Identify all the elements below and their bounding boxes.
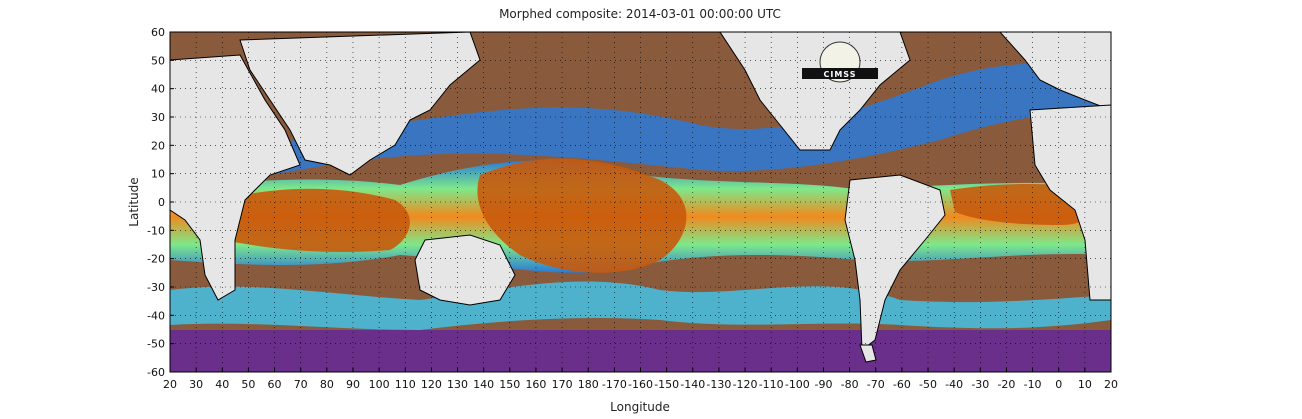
x-tick-label: 90 [346,378,360,391]
x-tick-label: -160 [628,378,653,391]
x-tick-label: 20 [163,378,177,391]
x-tick-label: 160 [525,378,546,391]
north-america-landmass [719,32,911,151]
y-tick-label: 10 [151,168,165,181]
chart-title: Morphed composite: 2014-03-01 00:00:00 U… [499,7,781,21]
x-tick-label: -60 [893,378,911,391]
y-tick-label: 0 [158,196,165,209]
x-tick-label: 70 [294,378,308,391]
south-america-landmass [844,174,946,351]
plot-area: CIMSS [170,32,1111,372]
y-tick-label: -30 [147,281,165,294]
moist-core-west [220,188,410,252]
x-tick-label: -120 [733,378,758,391]
x-tick-label: 40 [215,378,229,391]
y-tick-label: 20 [151,139,165,152]
antarctic-peninsula [859,344,877,363]
x-tick-label: -80 [841,378,859,391]
x-tick-label: -140 [680,378,705,391]
x-tick-label: -70 [867,378,885,391]
x-tick-label: 20 [1104,378,1118,391]
moist-core-pacific [477,158,687,273]
x-tick-label: 0 [1055,378,1062,391]
australia-landmass [414,234,516,306]
x-tick-label: 140 [473,378,494,391]
cimss-logo: CIMSS [802,41,878,83]
eurasia-landmass [239,32,481,176]
logo-label: CIMSS [824,70,857,79]
y-tick-label: -20 [147,253,165,266]
y-axis-label: Latitude [127,177,141,226]
x-tick-label: 110 [395,378,416,391]
north-subtropical-moist-band [170,63,1111,190]
africa-landmass [170,54,301,301]
x-tick-label: -170 [602,378,627,391]
x-tick-label: -150 [654,378,679,391]
y-tick-label: 50 [151,54,165,67]
y-tick-label: 60 [151,26,165,39]
x-tick-label: 10 [1078,378,1092,391]
south-dry-band [170,330,1111,372]
x-tick-label: -40 [945,378,963,391]
x-ticks: 20 30 40 50 60 70 80 90 100 110 120 130 140 150 160 170… [163,368,1118,391]
x-tick-label: -50 [919,378,937,391]
africa-east-landmass [1029,104,1111,301]
y-tick-label: 30 [151,111,165,124]
x-tick-label: -130 [706,378,731,391]
x-tick-label: 180 [578,378,599,391]
y-ticks: 60 50 40 30 20 10 0 -10 -20 -30 -40 -50 -60 [147,26,174,379]
x-tick-label: 100 [369,378,390,391]
land-masses [170,32,1111,363]
x-axis-label: Longitude [610,400,670,414]
x-tick-label: 30 [189,378,203,391]
x-tick-label: -90 [814,378,832,391]
x-tick-label: 60 [268,378,282,391]
x-tick-label: 150 [499,378,520,391]
x-tick-label: -100 [785,378,810,391]
x-tick-label: 80 [320,378,334,391]
y-tick-label: -10 [147,224,165,237]
x-tick-label: -10 [1024,378,1042,391]
grid-lines [170,32,1111,372]
x-tick-label: -20 [997,378,1015,391]
x-tick-label: 120 [421,378,442,391]
y-tick-label: -50 [147,338,165,351]
y-tick-label: 40 [151,83,165,96]
x-tick-label: -110 [759,378,784,391]
y-tick-label: -40 [147,309,165,322]
y-tick-label: -60 [147,366,165,379]
x-tick-label: 170 [552,378,573,391]
x-tick-label: 50 [241,378,255,391]
x-tick-label: 130 [447,378,468,391]
greenland-europe-landmass [999,32,1111,111]
x-tick-label: -30 [971,378,989,391]
